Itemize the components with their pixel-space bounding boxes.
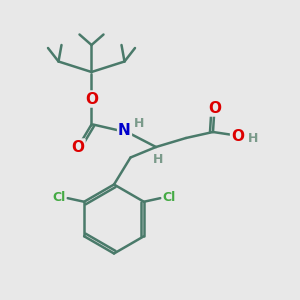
Text: Cl: Cl xyxy=(52,191,65,204)
Text: O: O xyxy=(85,92,98,106)
Text: O: O xyxy=(208,100,221,116)
Text: H: H xyxy=(134,117,144,130)
Text: H: H xyxy=(153,152,163,166)
Text: Cl: Cl xyxy=(163,191,176,204)
Text: O: O xyxy=(231,129,244,144)
Text: N: N xyxy=(118,123,131,138)
Text: H: H xyxy=(248,131,258,145)
Text: O: O xyxy=(71,140,85,154)
